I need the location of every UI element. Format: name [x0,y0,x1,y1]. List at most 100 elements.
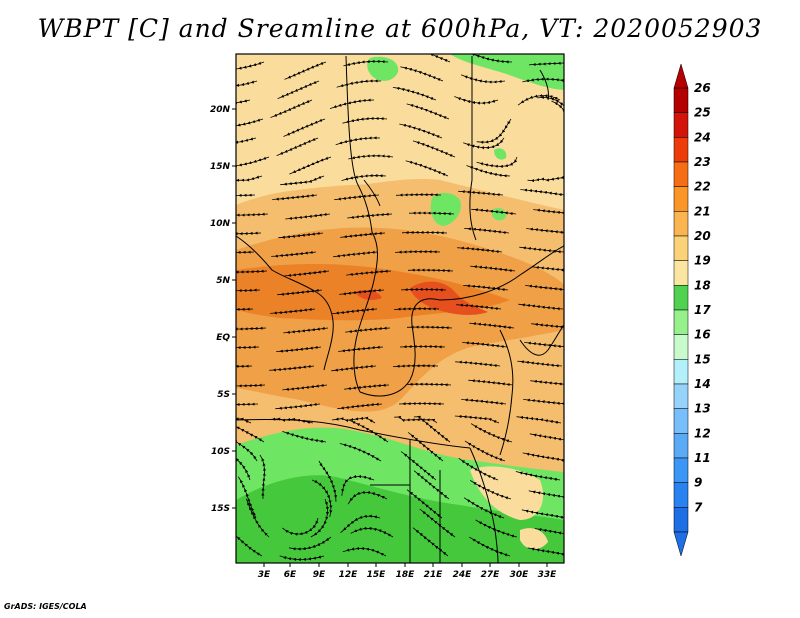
streamline [279,555,325,562]
colorbar-label: 21 [694,204,711,218]
colorbar-label: 11 [694,451,711,465]
streamline [457,246,503,254]
streamline [340,514,381,533]
streamline [530,379,564,387]
streamline [236,137,257,146]
streamline [245,498,270,538]
streamline [347,212,393,219]
lat-tick-label: 5S [217,390,230,400]
streamline [464,440,506,462]
streamline [236,231,262,236]
streamline [466,165,511,178]
streamline [336,79,382,88]
streamline [412,527,449,557]
streamline [470,423,513,443]
colorbar-label: 20 [694,229,711,243]
lon-tick-label: 21E [424,570,444,580]
streamline [534,528,564,538]
colorbar-label: 19 [694,254,711,268]
streamline [270,99,313,118]
streamline [276,137,319,156]
colorbar-segment [673,334,689,360]
streamline [236,326,267,331]
streamline [311,479,333,517]
streamline [518,303,564,311]
streamline [468,379,514,387]
streamline [458,457,499,481]
streamline [335,136,381,146]
streamline [392,364,439,368]
streamline [277,288,323,296]
streamline [411,54,451,63]
streamline [346,269,392,276]
colorbar-label: 17 [694,303,711,317]
streamline [522,452,564,462]
streamline [339,443,382,462]
streamline [268,417,314,424]
colorbar-segment [673,383,689,409]
streamline [392,86,437,101]
streamline [236,383,266,388]
streamline [343,59,389,67]
streamline [236,307,254,312]
streamline [270,307,316,315]
streamline [338,345,384,353]
grads-credit: GrADS: IGES/COLA [4,602,87,611]
lat-tick-label: EQ [216,333,230,343]
streamline [236,175,263,182]
streamline [236,156,270,168]
streamline [456,303,502,311]
colorbar-label: 25 [694,106,711,120]
streamline [341,174,387,181]
streamline [332,307,378,315]
lat-tick-label: 15N [210,162,231,172]
map-frame [235,53,565,564]
colorbar-segment [673,359,689,385]
streamline [469,536,511,557]
colorbar-label: 26 [694,81,711,95]
streamline [393,307,440,311]
streamline [285,212,331,220]
streamline [236,80,258,89]
latitude-axis: 20N 15N 10N 5N EQ 5S 10S 15S [210,105,236,514]
lon-tick-label: 12E [339,570,359,580]
streamline [236,434,258,462]
streamline [537,95,564,117]
streamline [471,208,517,216]
streamline [463,137,505,150]
streamline [406,103,450,120]
streamline [405,160,449,177]
streamline [463,284,509,292]
colorbar-segment [673,186,689,212]
streamline [461,398,507,406]
streamline [570,116,579,157]
streamline [412,140,456,158]
colorbar-label: 13 [694,402,711,416]
streamline [454,96,499,105]
lon-tick-label: 30E [510,570,530,580]
lat-tick-label: 10N [210,219,231,229]
colorbar-label: 24 [694,130,711,144]
streamline [236,364,253,368]
streamline [283,118,326,137]
streamlines [236,54,579,562]
lon-tick-label: 6E [284,570,297,580]
lon-tick-label: 33E [538,570,558,580]
lon-tick-label: 3E [258,570,271,580]
streamline [520,188,564,197]
streamline [288,536,332,551]
lat-tick-label: 20N [210,105,231,115]
streamline [515,471,561,481]
streamline [413,415,451,443]
streamline [463,497,505,519]
colorbar-label: 12 [694,426,711,440]
lat-tick-label: 10S [211,447,230,457]
colorbar-top-arrow [673,63,689,89]
streamline [236,416,252,424]
streamline [398,401,445,406]
streamline [407,268,454,273]
streamline [551,100,564,136]
streamline [519,246,564,254]
streamline [462,341,508,349]
